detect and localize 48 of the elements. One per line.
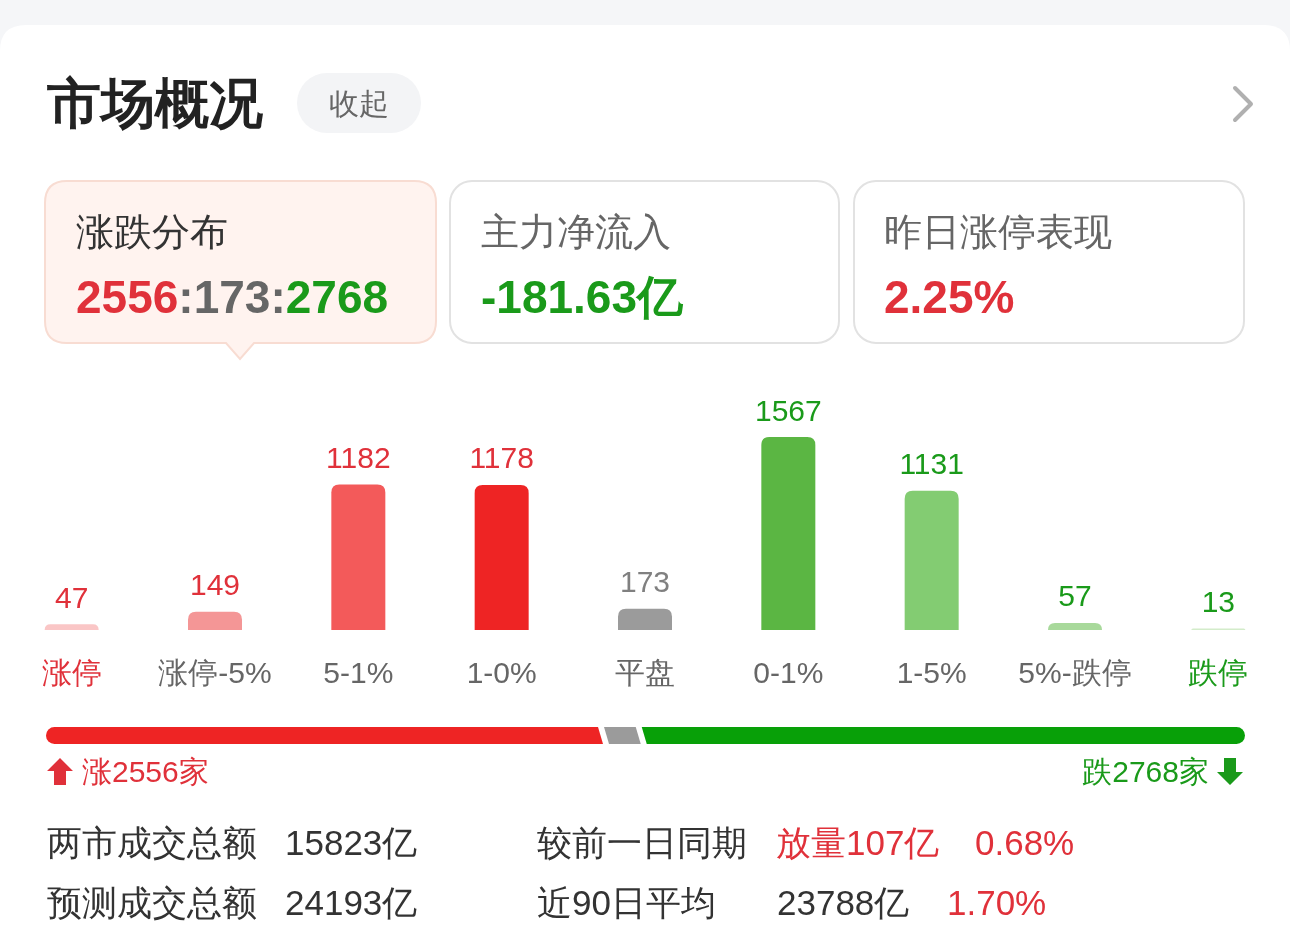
text: 2768 [285,271,389,323]
text: 近90日平均 [537,882,716,922]
text: 收起 [329,86,389,120]
data-label: 1178 [469,441,534,475]
data-label: 涨2556家 [82,754,209,788]
text: 23788亿 [777,882,910,922]
bar [1048,622,1102,630]
data-label: 173 [619,565,671,599]
data-label: 1131 [899,447,964,481]
data-label: 13 [1201,584,1236,618]
data-label: 跌2768家 [1082,754,1209,788]
bar [188,611,242,630]
text: -181.63亿 [481,271,685,323]
x-tick-label: 0-1% [753,655,824,689]
bar [904,490,959,630]
text: 放量107亿 [776,822,940,862]
bar [331,484,386,630]
data-label: 47 [54,580,89,614]
text: 2.25% [884,271,1015,323]
x-tick-label: 1-0% [466,655,537,689]
text: 主力净流入 [481,211,671,253]
bar [44,624,99,630]
text: 市场概况 [46,73,263,133]
x-tick-label: 跌停 [1188,655,1249,689]
text: 较前一日同期 [537,822,747,862]
bar [618,608,672,630]
x-tick-label: 涨停-5% [158,655,272,689]
data-label: 1182 [326,440,391,474]
data-label: 57 [1058,579,1092,613]
x-tick-label: 1-5% [896,655,967,689]
bar [761,437,816,630]
data-label: 149 [189,568,241,602]
text: 涨跌分布 [76,211,228,253]
x-tick-label: 平盘 [615,655,675,689]
x-tick-label: 5%-跌停 [1018,655,1132,689]
text: 24193亿 [285,882,418,922]
bar [474,484,529,630]
text: 0.68% [975,822,1075,862]
data-label: 1567 [754,393,822,427]
x-tick-label: 5-1% [323,655,394,689]
text: 预测成交总额 [47,882,257,922]
text: 2556 [76,271,179,323]
text: :173: [178,271,286,323]
x-tick-label: 涨停 [41,655,102,689]
text: 两市成交总额 [47,822,257,862]
text: 1.70% [947,882,1047,922]
text: 15823亿 [285,822,418,862]
text: 昨日涨停表现 [884,211,1112,253]
